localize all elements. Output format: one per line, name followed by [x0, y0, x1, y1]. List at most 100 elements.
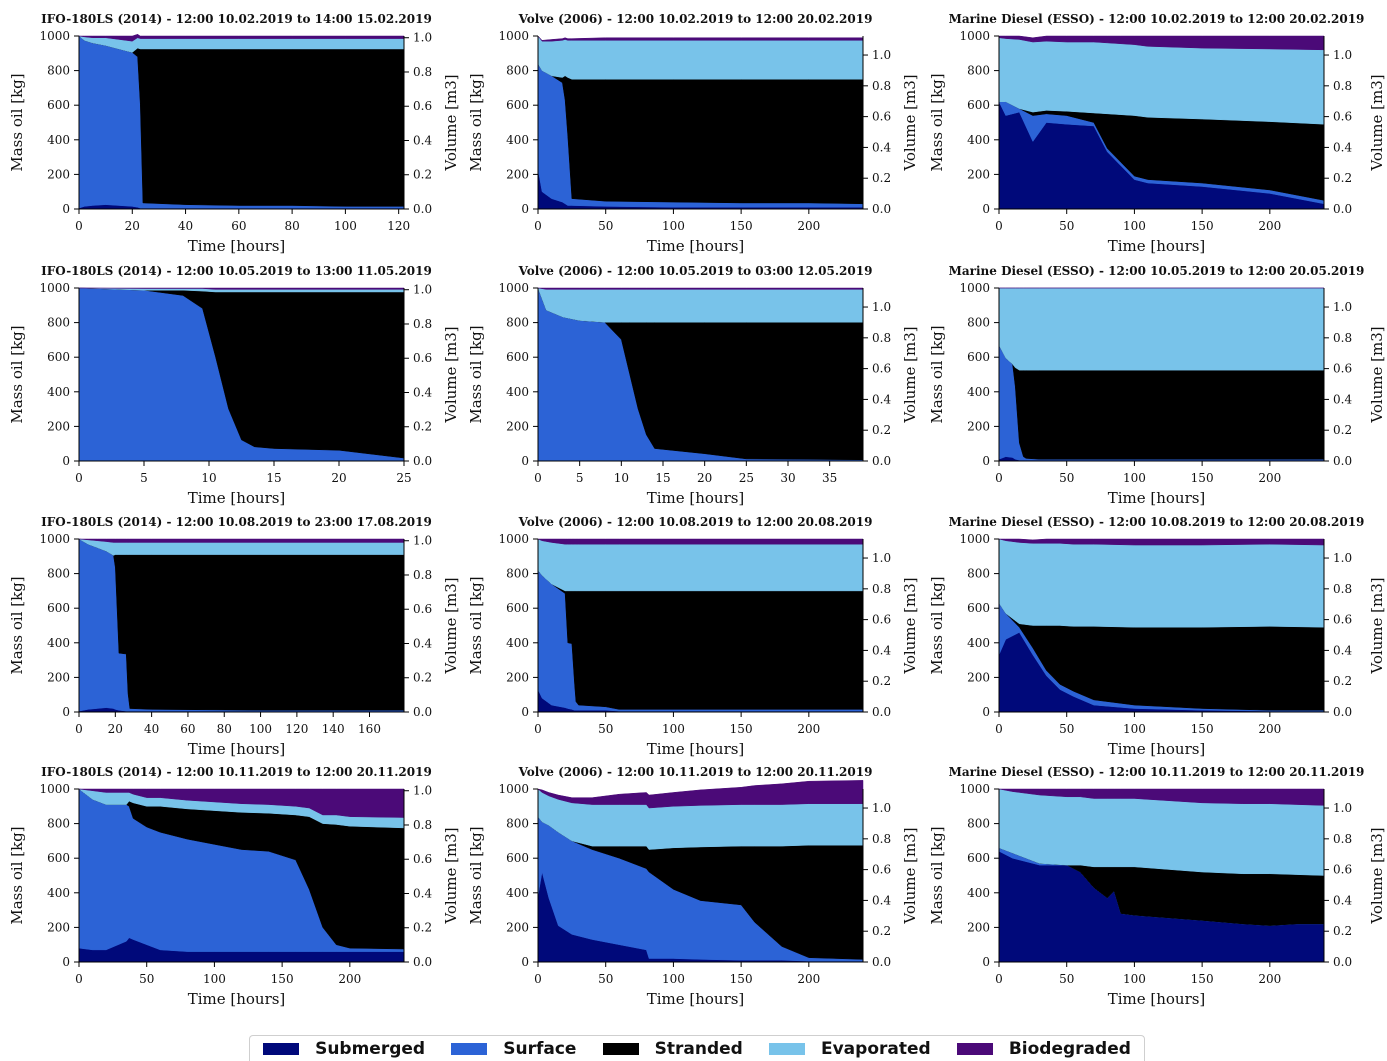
legend-swatch-surface	[451, 1043, 487, 1055]
y-axis-label: Mass oil [kg]	[8, 576, 26, 674]
chart-title: Marine Diesel (ESSO) - 12:00 10.08.2019 …	[949, 515, 1365, 529]
x-tick-label: 100	[662, 972, 685, 986]
x-axis-label: Time [hours]	[188, 990, 286, 1008]
y-tick-label: 800	[506, 64, 529, 78]
x-tick-label: 0	[75, 972, 83, 986]
y2-tick-label: 0.6	[413, 602, 432, 616]
y2-axis-label: Volume [m3]	[1368, 326, 1386, 423]
chart-title: IFO-180LS (2014) - 12:00 10.08.2019 to 2…	[41, 515, 432, 529]
y2-axis-label: Volume [m3]	[442, 326, 460, 423]
area-biodegraded	[538, 288, 863, 289]
chart-title: Volve (2006) - 12:00 10.02.2019 to 12:00…	[518, 12, 873, 26]
y2-tick-label: 0.6	[1333, 110, 1352, 124]
x-tick-label: 80	[284, 219, 299, 233]
x-tick-label: 100	[1123, 722, 1146, 736]
chart-title: IFO-180LS (2014) - 12:00 10.05.2019 to 1…	[41, 264, 432, 278]
x-tick-label: 200	[338, 972, 361, 986]
x-tick-label: 0	[534, 972, 542, 986]
x-tick-label: 50	[1059, 471, 1074, 485]
x-tick-label: 100	[1123, 972, 1146, 986]
x-tick-label: 0	[75, 219, 83, 233]
y-tick-label: 800	[47, 316, 70, 330]
y2-tick-label: 0.8	[872, 832, 891, 846]
x-tick-label: 150	[730, 722, 753, 736]
y-tick-label: 600	[967, 350, 990, 364]
y-tick-label: 1000	[39, 782, 70, 796]
chart-title: Marine Diesel (ESSO) - 12:00 10.11.2019 …	[949, 765, 1365, 779]
y2-axis-label: Volume [m3]	[901, 827, 919, 924]
y-tick-label: 200	[506, 920, 529, 934]
y2-tick-label: 0.2	[872, 924, 891, 938]
chart-title: IFO-180LS (2014) - 12:00 10.11.2019 to 1…	[41, 765, 432, 779]
y-tick-label: 0	[982, 454, 990, 468]
chart-panel-4: IFO-180LS (2014) - 12:00 10.05.2019 to 1…	[8, 264, 460, 507]
x-tick-label: 120	[387, 219, 410, 233]
y-axis-label: Mass oil [kg]	[467, 826, 485, 924]
legend-swatch-biodegraded	[957, 1043, 993, 1055]
y2-tick-label: 1.0	[872, 551, 891, 565]
y-tick-label: 800	[506, 316, 529, 330]
x-axis-label: Time [hours]	[188, 740, 286, 758]
y2-tick-label: 0.4	[872, 392, 891, 406]
y-tick-label: 600	[967, 601, 990, 615]
y2-tick-label: 0.2	[1333, 924, 1352, 938]
x-tick-label: 50	[598, 972, 613, 986]
x-tick-label: 20	[125, 219, 140, 233]
x-tick-label: 50	[1059, 722, 1074, 736]
y2-tick-label: 1.0	[872, 801, 891, 815]
y-tick-label: 600	[47, 350, 70, 364]
y-tick-label: 200	[967, 670, 990, 684]
y-tick-label: 400	[47, 886, 70, 900]
y2-tick-label: 0.0	[413, 202, 432, 216]
y-tick-label: 200	[47, 419, 70, 433]
y-tick-label: 600	[967, 851, 990, 865]
x-tick-label: 120	[285, 722, 308, 736]
y-tick-label: 600	[506, 601, 529, 615]
x-tick-label: 50	[1059, 219, 1074, 233]
y-tick-label: 400	[967, 385, 990, 399]
y2-tick-label: 0.0	[413, 454, 432, 468]
y-tick-label: 800	[47, 567, 70, 581]
chart-panel-3: Marine Diesel (ESSO) - 12:00 10.02.2019 …	[928, 12, 1386, 255]
y2-tick-label: 1.0	[872, 300, 891, 314]
legend-item-evaporated: Evaporated	[769, 1039, 931, 1059]
y-axis-label: Mass oil [kg]	[928, 73, 946, 171]
y2-tick-label: 0.2	[413, 420, 432, 434]
y2-tick-label: 0.2	[872, 171, 891, 185]
x-tick-label: 100	[662, 722, 685, 736]
y-tick-label: 0	[982, 705, 990, 719]
y-tick-label: 800	[967, 567, 990, 581]
x-axis-label: Time [hours]	[647, 990, 745, 1008]
x-tick-label: 150	[271, 972, 294, 986]
y2-tick-label: 0.8	[413, 818, 432, 832]
y2-tick-label: 0.8	[413, 65, 432, 79]
y2-tick-label: 0.0	[872, 454, 891, 468]
chart-panel-9: Marine Diesel (ESSO) - 12:00 10.08.2019 …	[928, 515, 1386, 758]
y2-tick-label: 0.0	[413, 955, 432, 969]
x-tick-label: 5	[140, 471, 148, 485]
y2-tick-label: 0.6	[1333, 613, 1352, 627]
y-tick-label: 800	[47, 817, 70, 831]
y2-axis-label: Volume [m3]	[1368, 74, 1386, 171]
chart-panel-10: IFO-180LS (2014) - 12:00 10.11.2019 to 1…	[8, 765, 460, 1008]
y-tick-label: 200	[47, 167, 70, 181]
y2-tick-label: 1.0	[1333, 300, 1352, 314]
y2-axis-label: Volume [m3]	[1368, 577, 1386, 674]
area-biodegraded	[538, 780, 863, 808]
y-tick-label: 200	[967, 167, 990, 181]
y-axis-label: Mass oil [kg]	[928, 826, 946, 924]
x-axis-label: Time [hours]	[647, 489, 745, 507]
y-tick-label: 400	[967, 636, 990, 650]
y2-tick-label: 0.2	[1333, 171, 1352, 185]
y2-tick-label: 0.6	[872, 613, 891, 627]
y2-tick-label: 0.0	[1333, 955, 1352, 969]
y-tick-label: 0	[982, 202, 990, 216]
x-axis-label: Time [hours]	[1108, 990, 1206, 1008]
x-tick-label: 20	[331, 471, 346, 485]
y-tick-label: 0	[521, 454, 529, 468]
y-tick-label: 400	[506, 385, 529, 399]
x-tick-label: 50	[598, 722, 613, 736]
legend-item-surface: Surface	[451, 1039, 576, 1059]
x-tick-label: 5	[576, 471, 584, 485]
chart-panel-5: Volve (2006) - 12:00 10.05.2019 to 03:00…	[467, 264, 919, 507]
